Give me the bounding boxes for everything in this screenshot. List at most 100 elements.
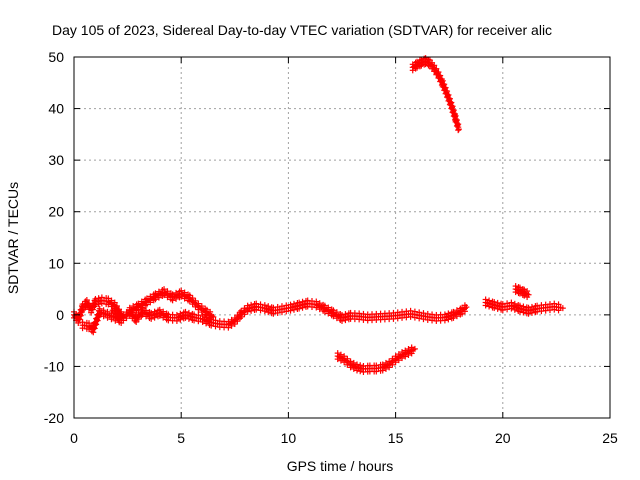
data-point bbox=[152, 296, 159, 303]
data-point bbox=[178, 287, 185, 294]
data-point bbox=[115, 316, 122, 323]
y-tick-label: 20 bbox=[48, 204, 64, 220]
data-point bbox=[379, 367, 386, 374]
data-point bbox=[455, 121, 462, 128]
data-point bbox=[402, 353, 409, 360]
data-point bbox=[90, 329, 97, 336]
data-point bbox=[411, 345, 418, 352]
data-point bbox=[169, 297, 176, 304]
x-tick-label: 25 bbox=[602, 430, 618, 446]
data-point bbox=[414, 64, 421, 71]
data-point bbox=[333, 309, 340, 316]
data-point bbox=[299, 304, 306, 311]
data-point bbox=[156, 306, 163, 313]
data-point bbox=[75, 320, 82, 327]
y-tick-label: 30 bbox=[48, 152, 64, 168]
data-point bbox=[441, 81, 448, 88]
data-point bbox=[528, 309, 535, 316]
data-point bbox=[516, 302, 523, 309]
data-point bbox=[93, 321, 100, 328]
data-point bbox=[491, 299, 498, 306]
data-point bbox=[143, 301, 150, 308]
data-point bbox=[191, 311, 198, 318]
data-point bbox=[389, 361, 396, 368]
data-point bbox=[118, 320, 125, 327]
data-point bbox=[265, 303, 272, 310]
data-point bbox=[95, 301, 102, 308]
data-point bbox=[453, 313, 460, 320]
data-point bbox=[100, 307, 107, 314]
y-tick-label: 10 bbox=[48, 255, 64, 271]
data-point bbox=[525, 291, 532, 298]
data-point bbox=[399, 355, 406, 362]
data-point bbox=[512, 283, 519, 290]
data-point bbox=[555, 301, 562, 308]
data-point bbox=[407, 307, 414, 314]
data-point bbox=[238, 313, 245, 320]
data-point bbox=[111, 299, 118, 306]
data-point bbox=[420, 310, 427, 317]
axis-ticks bbox=[73, 56, 611, 419]
data-point bbox=[108, 297, 115, 304]
data-point bbox=[203, 306, 210, 313]
data-point bbox=[316, 300, 323, 307]
data-point bbox=[494, 299, 501, 306]
data-point bbox=[160, 308, 167, 315]
chart-title: Day 105 of 2023, Sidereal Day-to-day VTE… bbox=[52, 22, 552, 38]
data-point bbox=[228, 322, 235, 329]
y-tick-label: 50 bbox=[48, 49, 64, 65]
y-tick-label: 40 bbox=[48, 101, 64, 117]
data-point bbox=[337, 351, 344, 358]
data-point bbox=[339, 317, 345, 324]
data-point bbox=[241, 311, 248, 318]
data-point bbox=[325, 304, 332, 311]
data-point bbox=[195, 300, 202, 307]
data-point bbox=[450, 107, 457, 114]
data-point bbox=[113, 302, 120, 309]
data-point bbox=[83, 296, 90, 303]
y-tick-label: -10 bbox=[44, 358, 64, 374]
data-point bbox=[192, 297, 199, 304]
data-point bbox=[76, 316, 83, 323]
data-point bbox=[357, 362, 364, 369]
data-point bbox=[257, 301, 264, 308]
data-point bbox=[405, 351, 412, 358]
data-point bbox=[350, 359, 357, 366]
data-point bbox=[96, 305, 103, 312]
data-point bbox=[139, 305, 146, 312]
data-point bbox=[109, 307, 116, 314]
data-point bbox=[382, 365, 389, 372]
data-point bbox=[441, 317, 448, 324]
data-point bbox=[112, 313, 119, 320]
data-point bbox=[189, 295, 196, 302]
data-point bbox=[455, 126, 462, 133]
data-point bbox=[91, 325, 98, 332]
data-point bbox=[89, 306, 96, 313]
data-point bbox=[130, 309, 137, 316]
data-point bbox=[283, 308, 290, 315]
data-point bbox=[433, 65, 440, 72]
data-point bbox=[151, 314, 158, 321]
data-point bbox=[123, 315, 130, 322]
data-point bbox=[439, 77, 446, 84]
data-point bbox=[445, 316, 452, 323]
y-axis-label: SDTVAR / TECUs bbox=[5, 182, 21, 294]
data-point bbox=[278, 309, 285, 316]
data-point bbox=[274, 309, 281, 316]
x-axis-label: GPS time / hours bbox=[287, 458, 394, 474]
data-point bbox=[92, 301, 99, 308]
data-point bbox=[341, 353, 348, 360]
data-point bbox=[330, 307, 337, 314]
data-point bbox=[395, 357, 402, 364]
data-point bbox=[444, 88, 451, 95]
data-point bbox=[416, 309, 423, 316]
data-point bbox=[418, 62, 425, 69]
data-point bbox=[287, 307, 294, 314]
data-point bbox=[261, 302, 268, 309]
data-point bbox=[408, 350, 415, 357]
data-point bbox=[511, 300, 518, 307]
data-point bbox=[225, 324, 232, 331]
data-point bbox=[504, 306, 511, 313]
data-point bbox=[435, 69, 442, 76]
data-point bbox=[173, 317, 180, 324]
